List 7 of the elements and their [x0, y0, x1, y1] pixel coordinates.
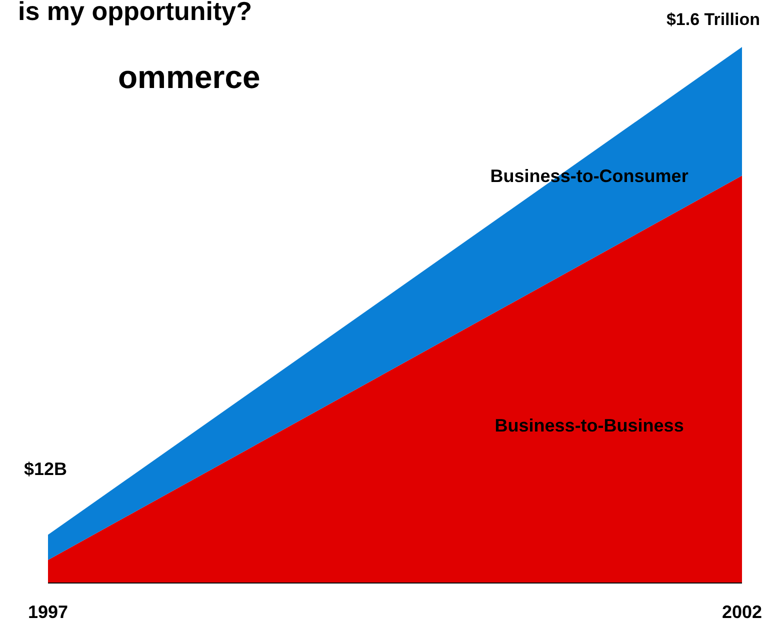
annotation: $12B — [24, 458, 68, 479]
chart-title: is my opportunity? — [18, 0, 252, 26]
series-label: Business-to-Business — [494, 416, 684, 436]
chart-subtitle: ommerce — [118, 59, 260, 95]
x-tick-label: 2002 — [722, 602, 762, 622]
text: $1.6 Trillion — [666, 10, 760, 29]
x-tick-label: 1997 — [28, 602, 68, 622]
